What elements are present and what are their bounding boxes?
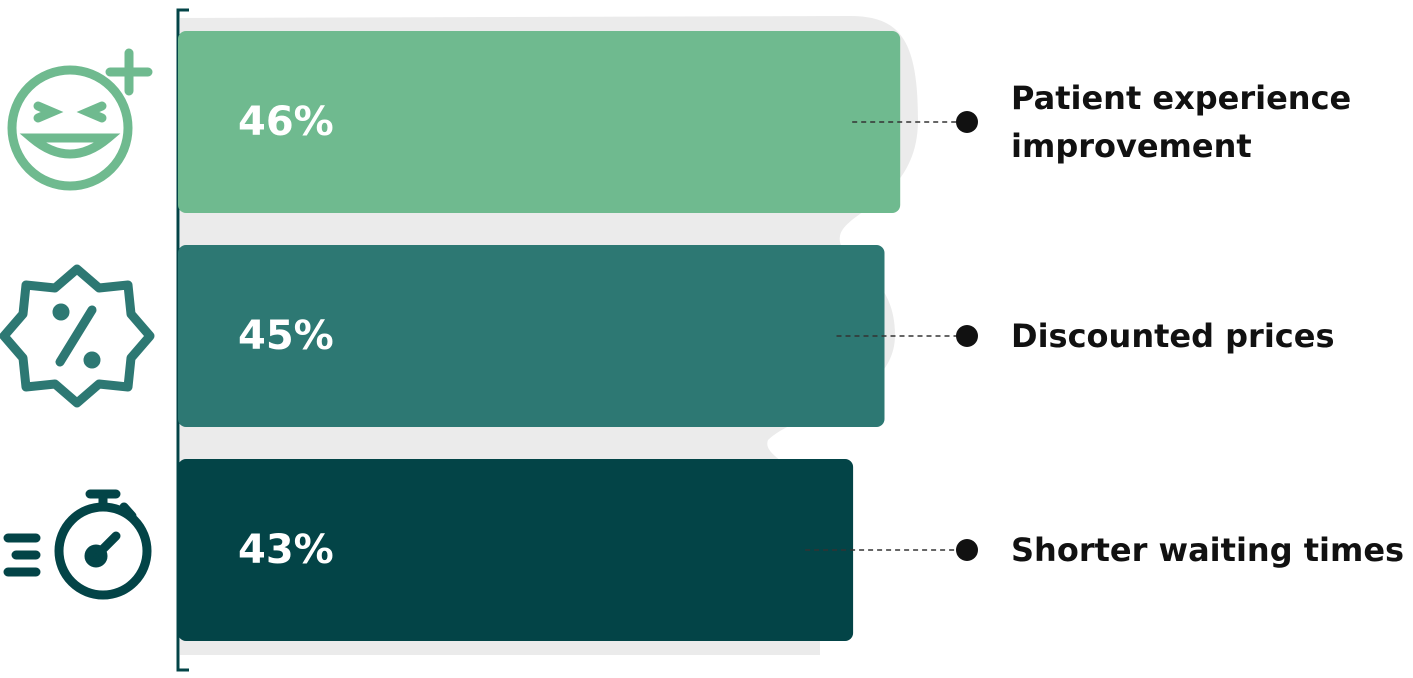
connector-dot (956, 325, 978, 347)
bar-value-label: 45% (238, 313, 334, 359)
category-label: Shorter waiting times (1011, 531, 1405, 569)
connector-dot (956, 111, 978, 133)
bar (178, 31, 901, 213)
category-label: Patient experience improvement (1011, 79, 1352, 165)
bar-value-label: 43% (238, 527, 334, 573)
bar (178, 245, 885, 427)
connector-dot (956, 539, 978, 561)
smiley-plus-icon (7, 48, 153, 191)
bars (178, 31, 901, 641)
discount-badge-icon (0, 264, 155, 408)
connectors (805, 111, 978, 561)
stopwatch-icon (3, 489, 152, 600)
category-label: Discounted prices (1011, 317, 1335, 355)
bar (178, 459, 854, 641)
bar-value-label: 46% (238, 99, 334, 145)
